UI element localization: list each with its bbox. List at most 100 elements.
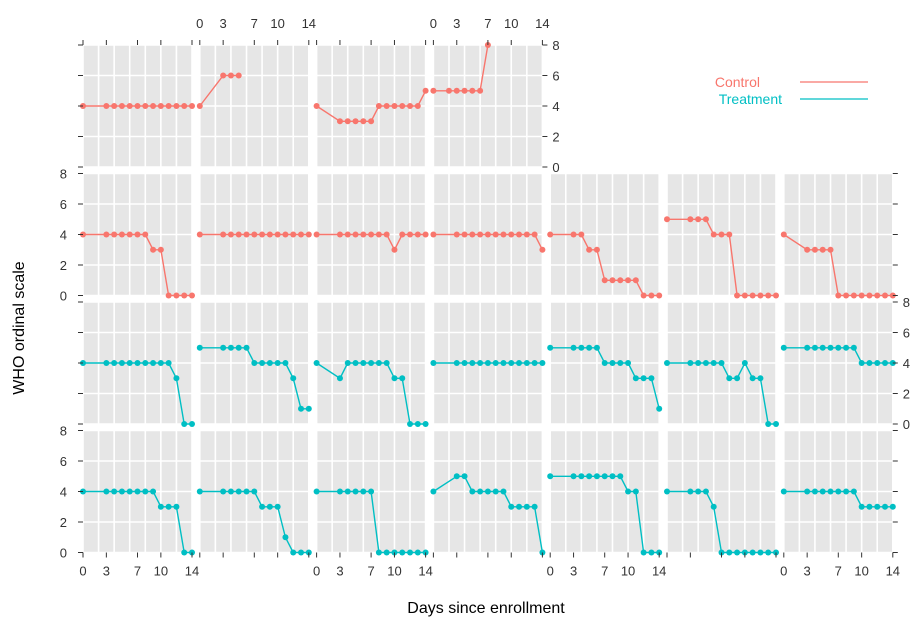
data-point [843, 344, 850, 351]
data-point [399, 103, 406, 109]
data-point [336, 118, 343, 125]
data-point [461, 473, 468, 480]
data-point [586, 246, 593, 253]
data-point [866, 503, 873, 510]
data-point [780, 344, 787, 351]
panel-3-1 [196, 429, 312, 556]
data-point [282, 534, 289, 541]
data-point [266, 231, 273, 238]
data-point [749, 292, 756, 299]
data-point [360, 488, 367, 495]
data-point [625, 277, 632, 284]
data-point [484, 488, 491, 495]
data-point [874, 292, 881, 299]
data-point [157, 360, 164, 366]
panel-1-4 [547, 172, 663, 299]
data-point [430, 360, 437, 366]
data-point [819, 488, 826, 495]
data-point [718, 231, 725, 238]
data-point [632, 488, 639, 495]
data-point [126, 231, 133, 238]
data-point [142, 360, 149, 366]
data-point [765, 549, 772, 556]
data-point [601, 473, 608, 480]
data-point [492, 231, 499, 238]
data-point [726, 375, 733, 382]
data-point [617, 277, 624, 284]
data-point [313, 103, 320, 109]
panel-2-1 [196, 301, 312, 425]
data-point [344, 118, 351, 125]
x-tick-label-top: 3 [453, 16, 460, 31]
x-tick-label-top: 14 [302, 16, 316, 31]
x-tick-label-bottom: 14 [652, 564, 666, 579]
data-point [625, 488, 632, 495]
data-point [134, 103, 141, 109]
data-point [157, 246, 164, 253]
x-axis-title: Days since enrollment [407, 600, 565, 617]
data-point [749, 375, 756, 382]
y-tick-label-right: 2 [552, 130, 559, 145]
data-point [298, 549, 305, 556]
data-point [492, 360, 499, 366]
data-point [811, 246, 818, 253]
data-point [251, 231, 258, 238]
data-point [609, 473, 616, 480]
panel-1-2 [313, 172, 429, 297]
data-point [103, 103, 110, 109]
data-point [196, 231, 203, 238]
data-point [383, 231, 390, 238]
x-tick-label-bottom: 0 [547, 564, 554, 579]
panel-1-0 [80, 172, 195, 299]
y-tick-label-right: 4 [552, 99, 559, 114]
data-point [850, 344, 857, 351]
data-point [461, 360, 468, 366]
data-point [484, 231, 491, 238]
data-point [414, 549, 421, 556]
data-point [531, 503, 538, 510]
data-point [757, 292, 764, 299]
data-point [882, 503, 889, 510]
x-tick-label-bottom: 10 [154, 564, 168, 579]
data-point [508, 360, 515, 366]
data-point [484, 360, 491, 366]
x-tick-label-bottom: 7 [134, 564, 141, 579]
data-point [710, 360, 717, 366]
data-point [578, 344, 585, 351]
data-point [414, 421, 421, 427]
data-point [773, 421, 779, 427]
panel-2-5 [664, 301, 779, 427]
x-tick-label-bottom: 0 [780, 564, 787, 579]
data-point [593, 246, 600, 253]
data-point [726, 549, 733, 556]
data-point [243, 344, 250, 351]
panel-3-2 [313, 429, 429, 556]
data-point [866, 360, 873, 366]
data-point [173, 103, 180, 109]
data-point [383, 103, 390, 109]
data-point [243, 231, 250, 238]
data-point [352, 231, 359, 238]
data-point [843, 292, 850, 299]
data-point [305, 405, 312, 412]
data-point [220, 344, 227, 351]
data-point [780, 231, 787, 238]
panel-1-6 [780, 172, 896, 299]
data-point [469, 231, 476, 238]
data-point [648, 292, 655, 299]
x-tick-label-top: 10 [504, 16, 518, 31]
data-point [461, 87, 468, 94]
data-point [469, 488, 476, 495]
data-point [664, 216, 670, 223]
data-point [710, 231, 717, 238]
data-point [118, 231, 125, 238]
data-point [126, 360, 133, 366]
data-point [866, 292, 873, 299]
data-point [118, 103, 125, 109]
data-point [609, 277, 616, 284]
data-point [189, 103, 195, 109]
data-point [375, 231, 382, 238]
data-point [196, 103, 203, 109]
data-point [500, 488, 507, 495]
